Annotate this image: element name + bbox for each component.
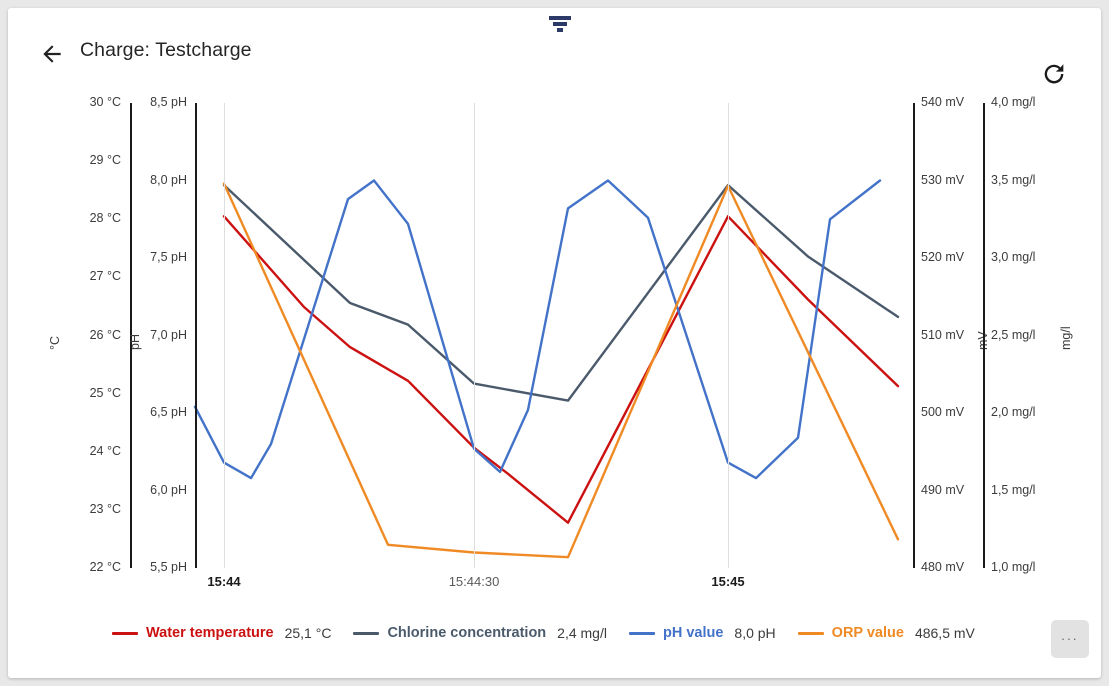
axis-tick-temperature: 30 °C [89, 95, 121, 109]
axis-tick-ph: 8,0 pH [150, 172, 187, 187]
x-axis-label: 15:45 [711, 574, 745, 589]
axis-tick-ph: 5,5 pH [150, 560, 187, 574]
axis-tick-orp: 480 mV [921, 560, 965, 574]
axis-tick-chlorine: 3,0 mg/l [991, 250, 1036, 264]
filter-icon[interactable] [546, 16, 574, 38]
axis-tick-chlorine: 2,0 mg/l [991, 405, 1036, 419]
axis-tick-ph: 8,5 pH [150, 95, 187, 109]
legend-series-value: 486,5 mV [914, 625, 975, 641]
axis-tick-temperature: 28 °C [89, 211, 121, 226]
axis-tick-temperature: 23 °C [89, 501, 121, 516]
series-line [222, 183, 900, 402]
axis-tick-temperature: 29 °C [89, 153, 121, 168]
axis-tick-chlorine: 1,5 mg/l [991, 482, 1036, 497]
legend-color-swatch [797, 631, 824, 635]
legend-series-value: 25,1 °C [284, 625, 332, 641]
series-line [222, 182, 900, 559]
legend-item[interactable]: Water temperature 25,1 °C [112, 625, 331, 641]
legend-series-name: pH value [662, 625, 724, 641]
axis-tick-orp: 490 mV [921, 482, 965, 497]
axis-tick-orp: 500 mV [921, 405, 965, 419]
legend-series-value: 2,4 mg/l [557, 625, 607, 641]
legend-item[interactable]: pH value 8,0 pH [628, 625, 776, 641]
axis-tick-temperature: 26 °C [89, 327, 121, 342]
ellipsis-icon: ... [1061, 628, 1079, 643]
legend-color-swatch [112, 631, 138, 635]
axis-line-ph [195, 103, 197, 568]
axis-tick-ph: 6,5 pH [150, 405, 187, 419]
x-gridline [474, 103, 475, 568]
axis-tick-ph: 6,0 pH [150, 482, 187, 497]
axis-line-chlorine [983, 103, 985, 568]
x-gridline [224, 103, 225, 568]
axis-tick-orp: 530 mV [921, 172, 965, 187]
more-options-button[interactable]: ... [1051, 620, 1089, 658]
axis-tick-chlorine: 3,5 mg/l [991, 172, 1036, 187]
axis-tick-orp: 540 mV [921, 95, 965, 109]
axis-tick-ph: 7,0 pH [150, 327, 187, 342]
series-line [193, 179, 882, 480]
legend-series-name: Chlorine concentration [387, 625, 547, 641]
axis-line-temperature [130, 103, 132, 568]
axis-tick-temperature: 25 °C [89, 385, 121, 400]
axis-tick-temperature: 24 °C [89, 443, 121, 458]
legend-series-name: ORP value [831, 625, 904, 641]
chart-legend: Water temperature 25,1 °C Chlorine concent… [112, 621, 997, 645]
legend-series-value: 8,0 pH [734, 625, 776, 641]
legend-item[interactable]: ORP value 486,5 mV [797, 625, 975, 641]
axis-tick-temperature: 22 °C [89, 560, 121, 574]
axis-tick-ph: 7,5 pH [150, 250, 187, 264]
x-axis-label: 15:44 [207, 574, 241, 589]
axis-tick-chlorine: 1,0 mg/l [991, 560, 1036, 574]
refresh-icon[interactable] [1040, 60, 1068, 88]
axis-tick-orp: 510 mV [921, 327, 965, 342]
axis-title-chlorine: mg/l [1059, 325, 1073, 350]
axis-line-orp [913, 103, 915, 568]
legend-color-swatch [628, 631, 655, 635]
arrow-left-icon[interactable] [39, 41, 65, 67]
axis-tick-orp: 520 mV [921, 250, 965, 264]
x-axis-label: 15:44:30 [448, 574, 500, 589]
legend-item[interactable]: Chlorine concentration 2,4 mg/l [353, 625, 607, 641]
axis-tick-chlorine: 2,5 mg/l [991, 327, 1036, 342]
legend-color-swatch [353, 631, 380, 635]
x-gridline [728, 103, 729, 568]
page-title: Charge: Testcharge [80, 39, 252, 61]
legend-series-name: Water temperature [146, 625, 274, 641]
axis-tick-temperature: 27 °C [89, 269, 121, 284]
series-line [222, 215, 900, 524]
axis-tick-chlorine: 4,0 mg/l [991, 95, 1036, 109]
chart-card: Charge: Testcharge Water temperature 25,1… [8, 8, 1101, 678]
